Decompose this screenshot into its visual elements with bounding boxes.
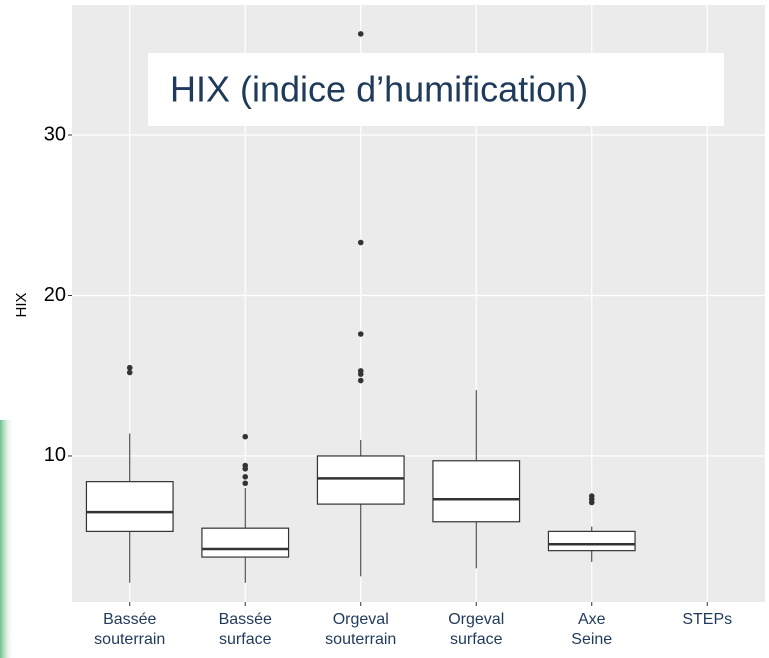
box [85, 481, 174, 532]
x-tick-label: Axe Seine [571, 611, 612, 648]
x-tick-label: Bassée souterrain [94, 611, 165, 648]
y-axis-label: HIX [13, 292, 30, 317]
outlier [357, 377, 364, 384]
outlier [126, 364, 133, 371]
x-tick-label: Orgeval souterrain [325, 611, 396, 648]
box [432, 460, 521, 523]
x-tick-label: Bassée surface [219, 611, 272, 648]
x-tick-label: STEPs [682, 611, 732, 628]
x-tick-label: Orgeval surface [448, 611, 504, 648]
outlier [242, 474, 249, 480]
box [547, 530, 636, 552]
box [316, 455, 405, 505]
y-tick-label: 10 [44, 444, 66, 466]
decoration [0, 420, 14, 658]
outlier [357, 368, 364, 374]
box [201, 527, 290, 558]
outlier [588, 493, 595, 499]
outlier [357, 31, 364, 37]
outlier [357, 331, 364, 337]
outlier [242, 433, 249, 440]
outlier [126, 369, 133, 376]
outlier [242, 462, 249, 469]
title-box [148, 53, 724, 126]
y-tick-label: 30 [44, 123, 66, 145]
chart-title: HIX (indice d’humification) [170, 69, 588, 110]
y-tick-label: 20 [44, 284, 66, 306]
outlier [242, 480, 249, 487]
outlier [357, 239, 364, 246]
